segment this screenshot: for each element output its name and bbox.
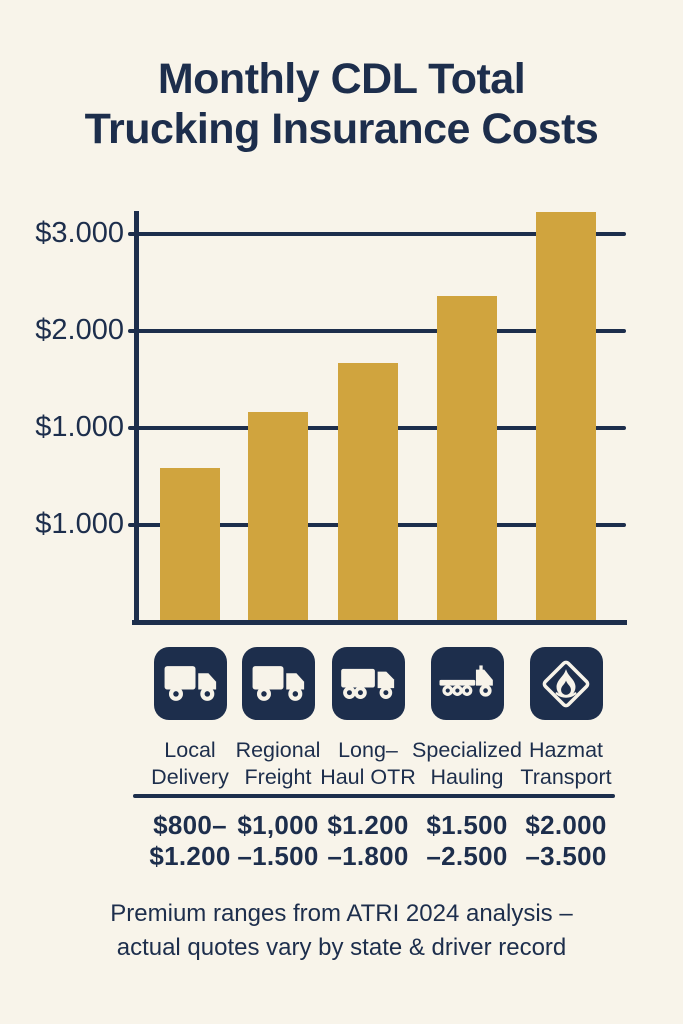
title-line-1: Monthly CDL Total (157, 55, 526, 103)
box-truck-icon (157, 651, 223, 717)
gridline (128, 329, 626, 333)
x-axis-line (132, 620, 627, 625)
gridline (128, 232, 626, 236)
bar-long-haul-otr (338, 363, 398, 623)
price-range-regional-freight: $1,000 –1.500 (210, 810, 346, 872)
icon-tile-specialized-hauling (430, 647, 504, 720)
category-label-line-1: Long– (338, 738, 398, 762)
y-tick-label: $3.000 (35, 217, 124, 249)
category-label-line-1: Local (164, 738, 216, 762)
semi-truck-icon (335, 651, 401, 717)
table-divider-line (133, 794, 615, 798)
bar-hazmat-transport (536, 212, 596, 623)
hazmat-flame-icon (533, 651, 599, 717)
page-title: Monthly CDL Total Trucking Insurance Cos… (0, 54, 683, 155)
price-range-long-haul-otr: $1.200 –1.800 (300, 810, 436, 872)
price-range-line-2: $1.200 (149, 841, 231, 872)
category-label-line-1: Regional (235, 738, 321, 762)
y-tick-label: $2.000 (35, 314, 124, 346)
category-label-long-haul-otr: Long– Haul OTR (302, 737, 434, 792)
icon-tile-local-delivery (153, 647, 227, 720)
price-range-local-delivery: $800– $1.200 (122, 810, 258, 872)
footnote-line-2: actual quotes vary by state & driver rec… (116, 934, 567, 962)
category-label-line-1: Specialized (412, 738, 522, 762)
category-label-hazmat-transport: Hazmat Transport (500, 737, 632, 792)
price-range-line-2: –1.500 (237, 841, 319, 872)
icon-tile-regional-freight (241, 647, 315, 720)
footnote-line-1: Premium ranges from ATRI 2024 analysis – (110, 900, 573, 927)
price-range-line-2: –2.500 (426, 841, 508, 872)
category-label-line-2: Hauling (430, 765, 504, 790)
category-label-local-delivery: Local Delivery (124, 737, 256, 792)
category-label-line-2: Haul OTR (320, 765, 416, 790)
price-range-line-1: $1.200 (327, 810, 409, 840)
price-range-hazmat-transport: $2.000 –3.500 (498, 810, 634, 872)
category-label-line-2: Freight (244, 765, 312, 790)
price-range-line-2: –3.500 (525, 841, 607, 872)
category-label-specialized-hauling: Specialized Hauling (401, 737, 533, 792)
price-range-specialized-hauling: $1.500 –2.500 (399, 810, 535, 872)
category-label-regional-freight: Regional Freight (212, 737, 344, 792)
y-axis-line (134, 211, 139, 625)
price-range-line-1: $1,000 (237, 810, 319, 840)
footnote: Premium ranges from ATRI 2024 analysis –… (0, 897, 683, 965)
title-line-2: Trucking Insurance Costs (84, 105, 599, 154)
bar-regional-freight (248, 412, 308, 623)
price-range-line-1: $800– (153, 810, 227, 840)
y-tick-label: $1.000 (35, 411, 124, 443)
category-label-line-1: Hazmat (528, 738, 604, 762)
bar-local-delivery (160, 468, 220, 623)
bar-specialized-hauling (437, 296, 497, 623)
category-label-line-2: Transport (520, 765, 612, 790)
box-truck-icon (245, 651, 311, 717)
category-label-line-2: Delivery (151, 765, 229, 790)
icon-tile-hazmat-transport (529, 647, 603, 720)
price-range-line-1: $2.000 (525, 810, 607, 840)
icon-tile-long-haul-otr (331, 647, 405, 720)
price-range-line-1: $1.500 (426, 810, 508, 840)
flatbed-truck-icon (434, 651, 500, 717)
price-range-line-2: –1.800 (327, 841, 409, 872)
y-tick-label: $1.000 (35, 508, 124, 540)
